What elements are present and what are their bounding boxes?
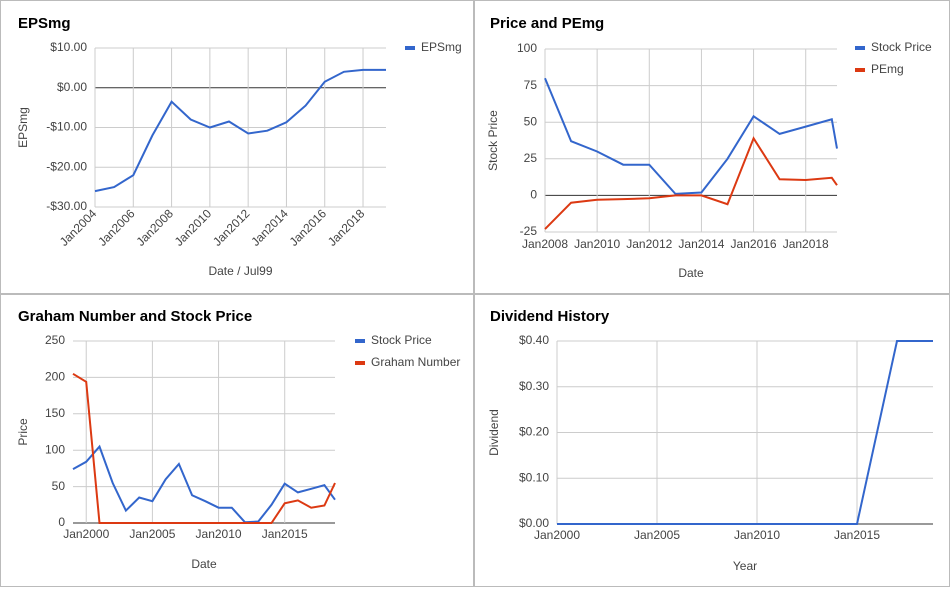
x-tick-label: Jan2010 (734, 528, 780, 542)
series-line (557, 340, 933, 525)
y-tick-label: 100 (517, 41, 537, 55)
series-line (72, 372, 336, 524)
x-axis-label: Date (191, 557, 217, 571)
chart-title: EPSmg (18, 15, 71, 32)
y-tick-label: 0 (58, 515, 65, 529)
y-axis-label: EPSmg (16, 107, 30, 148)
y-tick-label: $0.30 (519, 379, 549, 393)
x-tick-label: Jan2000 (63, 527, 109, 541)
x-tick-label: Jan2005 (634, 528, 680, 542)
y-tick-label: -$20.00 (46, 159, 87, 173)
x-tick-label: Jan2010 (196, 527, 242, 541)
x-axis-label: Year (733, 559, 757, 573)
y-tick-label: 25 (524, 151, 538, 165)
y-axis-label: Stock Price (486, 110, 500, 171)
legend-label: Graham Number (371, 355, 460, 369)
y-tick-label: 100 (45, 442, 65, 456)
x-axis-label: Date / Jul99 (208, 264, 272, 278)
x-tick-label: Jan2018 (783, 237, 829, 251)
y-tick-label: 150 (45, 406, 65, 420)
legend-label: Stock Price (871, 40, 932, 54)
legend-swatch (405, 46, 415, 50)
panel (0, 0, 474, 294)
x-tick-label: Jan2016 (731, 237, 777, 251)
y-tick-label: 200 (45, 370, 65, 384)
y-tick-label: $0.10 (519, 470, 549, 484)
series-line (544, 136, 838, 230)
x-tick-label: Jan2015 (262, 527, 308, 541)
panel (0, 294, 474, 587)
y-tick-label: $0.40 (519, 333, 549, 347)
y-tick-label: $0.00 (519, 516, 549, 530)
x-tick-label: Jan2012 (626, 237, 672, 251)
x-tick-label: Jan2005 (129, 527, 175, 541)
y-tick-label: 250 (45, 333, 65, 347)
series-line (94, 68, 386, 193)
chart-title: Price and PEmg (490, 15, 604, 32)
y-tick-label: $10.00 (50, 40, 87, 54)
series-line (72, 444, 336, 524)
y-tick-label: -25 (520, 224, 538, 238)
legend-swatch (855, 68, 865, 72)
legend-label: EPSmg (421, 40, 462, 54)
y-tick-label: 50 (524, 114, 538, 128)
x-tick-label: Jan2008 (522, 237, 568, 251)
x-tick-label: Jan2014 (678, 237, 724, 251)
y-tick-label: $0.00 (57, 80, 87, 94)
y-tick-label: 0 (530, 188, 537, 202)
chart-title: Dividend History (490, 308, 610, 325)
legend-swatch (855, 46, 865, 50)
y-axis-label: Dividend (487, 409, 501, 456)
y-tick-label: -$30.00 (46, 199, 87, 213)
x-axis-label: Date (678, 266, 704, 280)
chart-title: Graham Number and Stock Price (18, 308, 252, 325)
y-axis-label: Price (16, 418, 30, 446)
legend-swatch (355, 339, 365, 343)
x-tick-label: Jan2010 (574, 237, 620, 251)
x-tick-label: Jan2015 (834, 528, 880, 542)
y-tick-label: 75 (524, 78, 538, 92)
y-tick-label: $0.20 (519, 425, 549, 439)
y-tick-label: -$10.00 (46, 120, 87, 134)
legend-label: PEmg (871, 62, 904, 76)
y-tick-label: 50 (52, 479, 66, 493)
panel (474, 294, 950, 587)
x-tick-label: Jan2000 (534, 528, 580, 542)
legend-swatch (355, 361, 365, 365)
series-line (544, 77, 838, 195)
legend-label: Stock Price (371, 333, 432, 347)
